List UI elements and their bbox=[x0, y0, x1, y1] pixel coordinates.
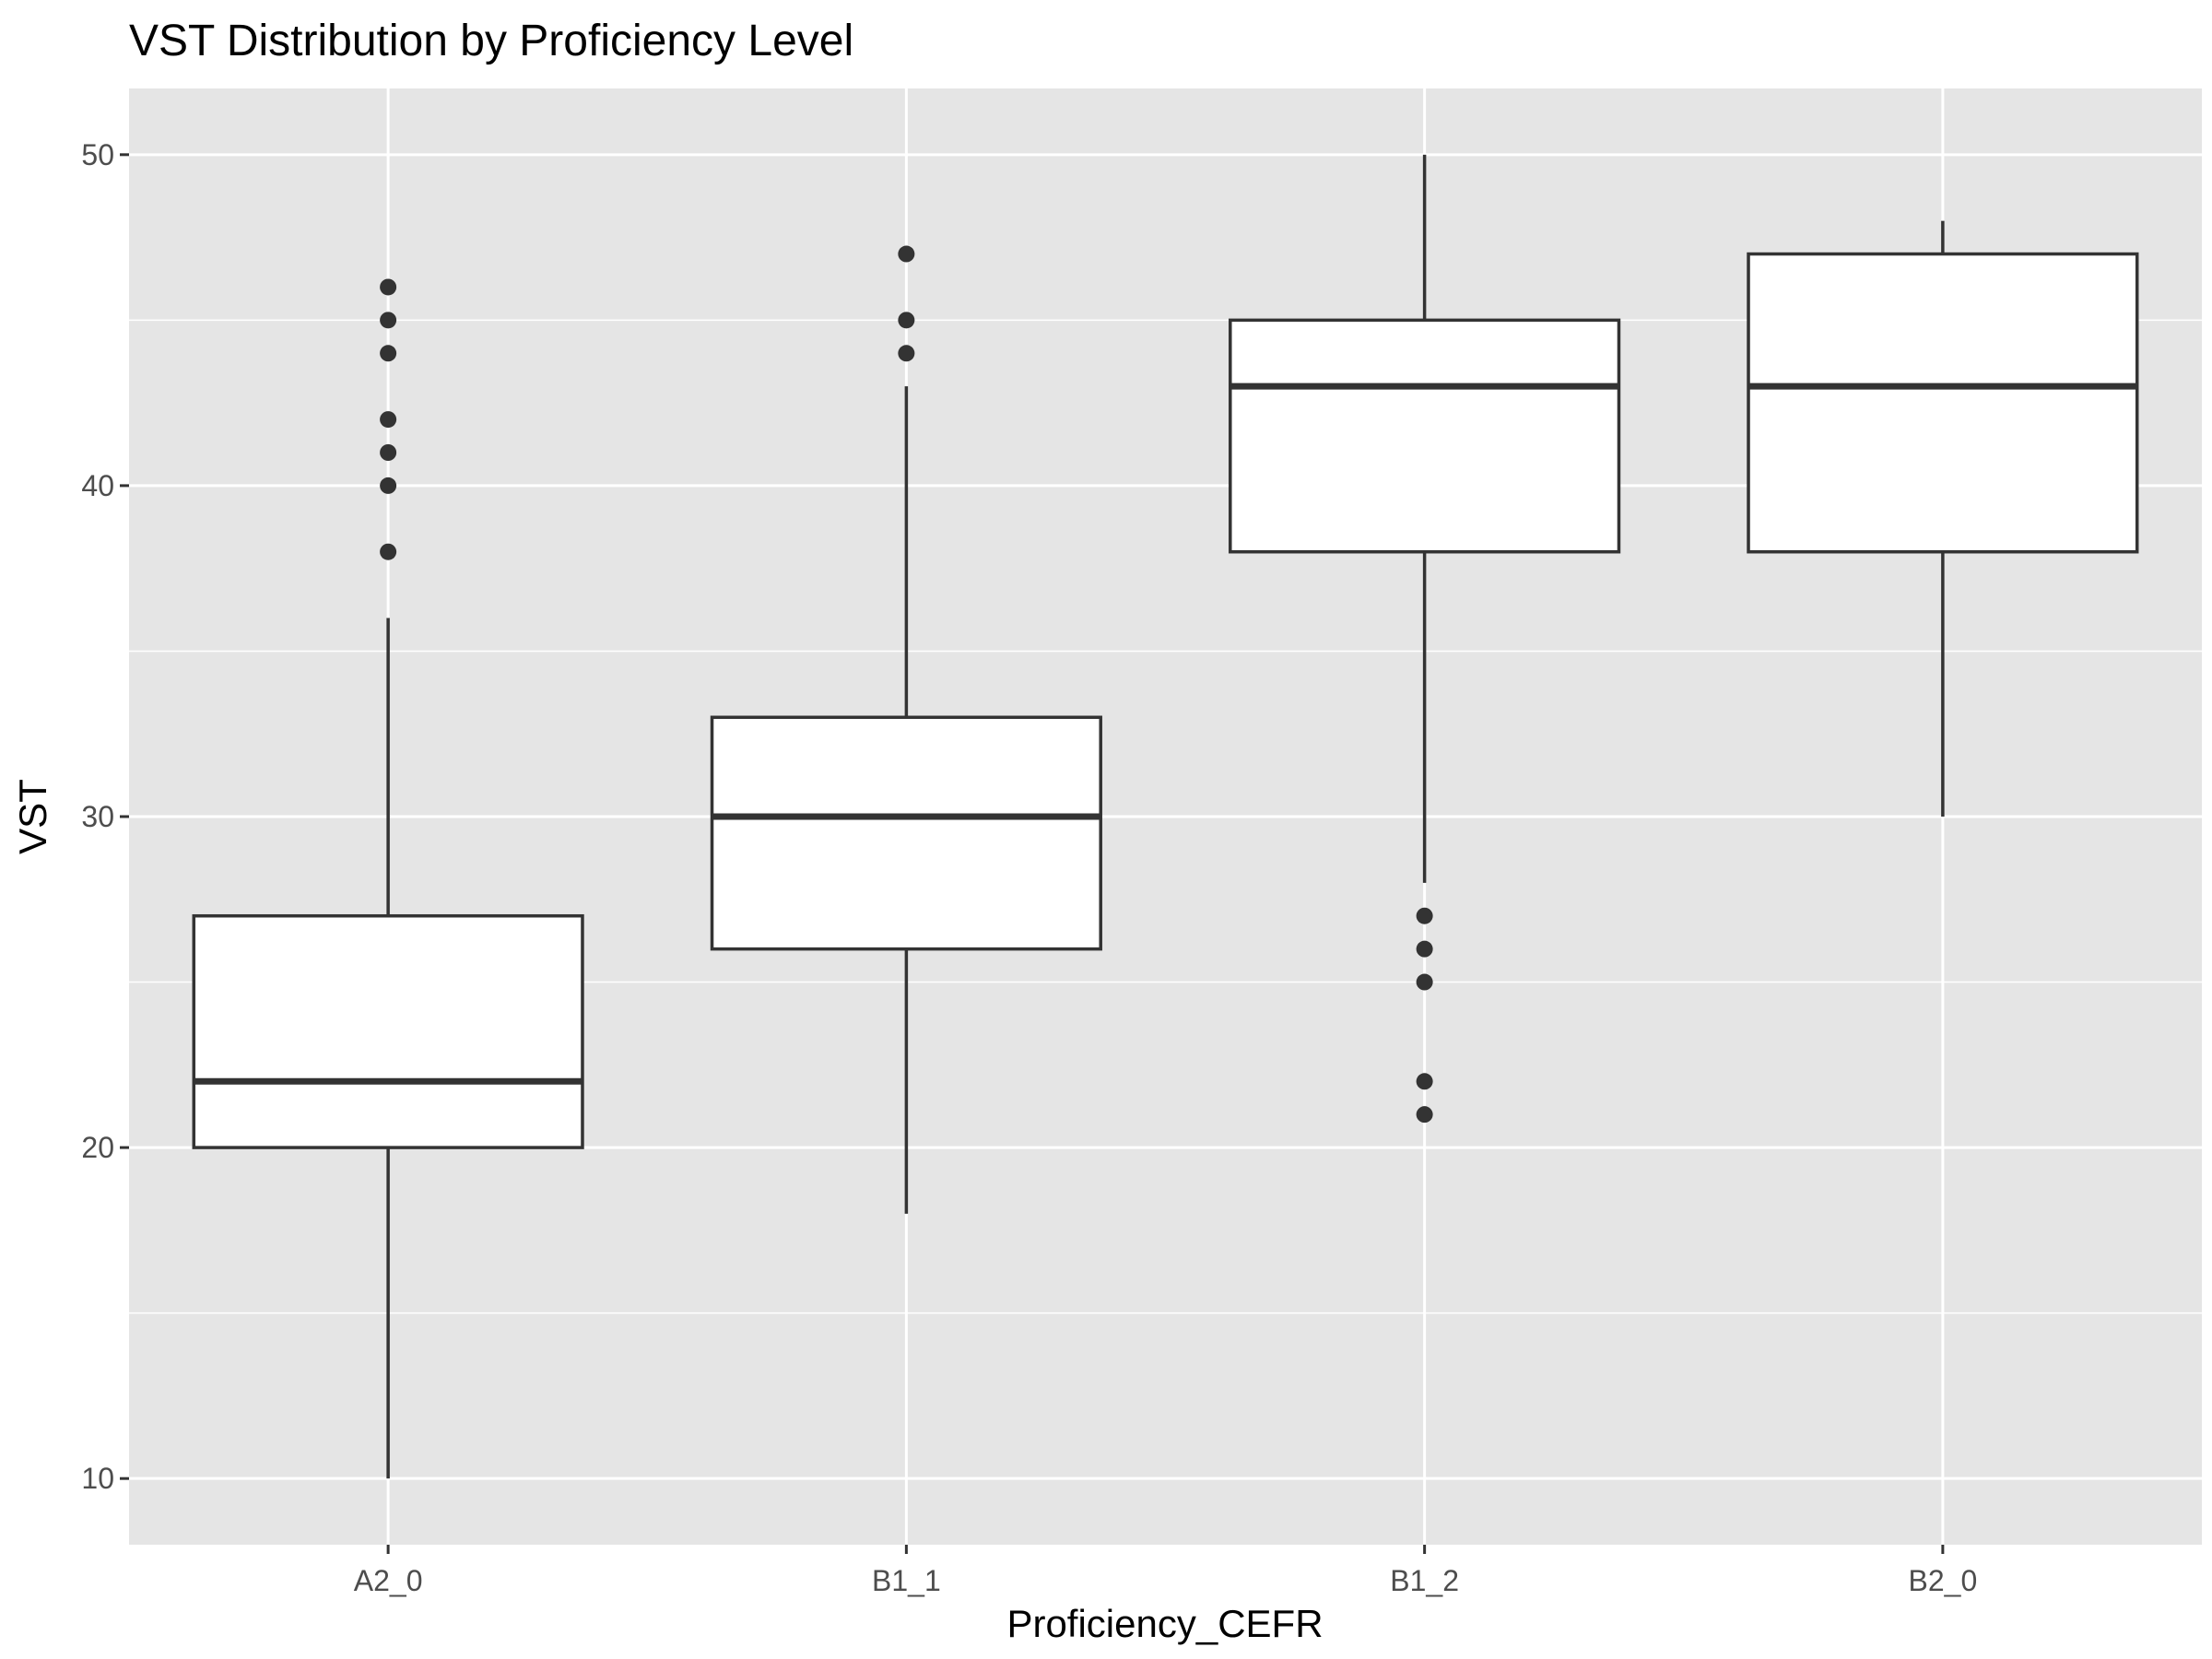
outlier-point bbox=[1416, 973, 1433, 991]
outlier-point bbox=[898, 345, 915, 362]
box-group-B2_0 bbox=[1747, 220, 2139, 817]
y-tick-label: 10 bbox=[81, 1462, 114, 1495]
outlier-point bbox=[1416, 907, 1433, 924]
outlier-point bbox=[1416, 1106, 1433, 1124]
box-iqr bbox=[1747, 252, 2139, 554]
box-group-B1_2 bbox=[1229, 154, 1621, 1124]
y-tick-label: 50 bbox=[81, 138, 114, 171]
outlier-point bbox=[898, 312, 915, 329]
box-iqr bbox=[1229, 318, 1621, 554]
x-tick-label: B1_2 bbox=[1390, 1564, 1459, 1597]
y-axis-title: VST bbox=[11, 779, 54, 854]
outlier-point bbox=[380, 543, 397, 560]
boxes bbox=[192, 154, 2139, 1479]
outlier-point bbox=[380, 411, 397, 429]
outlier-point bbox=[1416, 1073, 1433, 1090]
outlier-point bbox=[380, 477, 397, 494]
y-tick-label: 20 bbox=[81, 1131, 114, 1164]
outlier-point bbox=[380, 312, 397, 329]
box-iqr bbox=[710, 715, 1102, 951]
y-tick-label: 30 bbox=[81, 800, 114, 833]
box-group-A2_0 bbox=[192, 278, 584, 1479]
outlier-point bbox=[898, 245, 915, 263]
x-axis-title: Proficiency_CEFR bbox=[1006, 1602, 1323, 1645]
outlier-point bbox=[380, 444, 397, 461]
x-tick-label: B2_0 bbox=[1909, 1564, 1978, 1597]
x-tick-label: A2_0 bbox=[354, 1564, 423, 1597]
x-tick-label: B1_1 bbox=[872, 1564, 941, 1597]
x-axis: A2_0 B1_1 B1_2 B2_0 bbox=[354, 1545, 1977, 1597]
box-iqr bbox=[192, 913, 584, 1149]
chart-title: VST Distribution by Proficiency Level bbox=[129, 17, 853, 65]
outlier-point bbox=[380, 345, 397, 362]
y-axis: 10 20 30 40 50 bbox=[81, 138, 129, 1495]
y-tick-label: 40 bbox=[81, 469, 114, 502]
outlier-point bbox=[1416, 940, 1433, 958]
outlier-point bbox=[380, 278, 397, 296]
box-group-B1_1 bbox=[710, 245, 1102, 1214]
